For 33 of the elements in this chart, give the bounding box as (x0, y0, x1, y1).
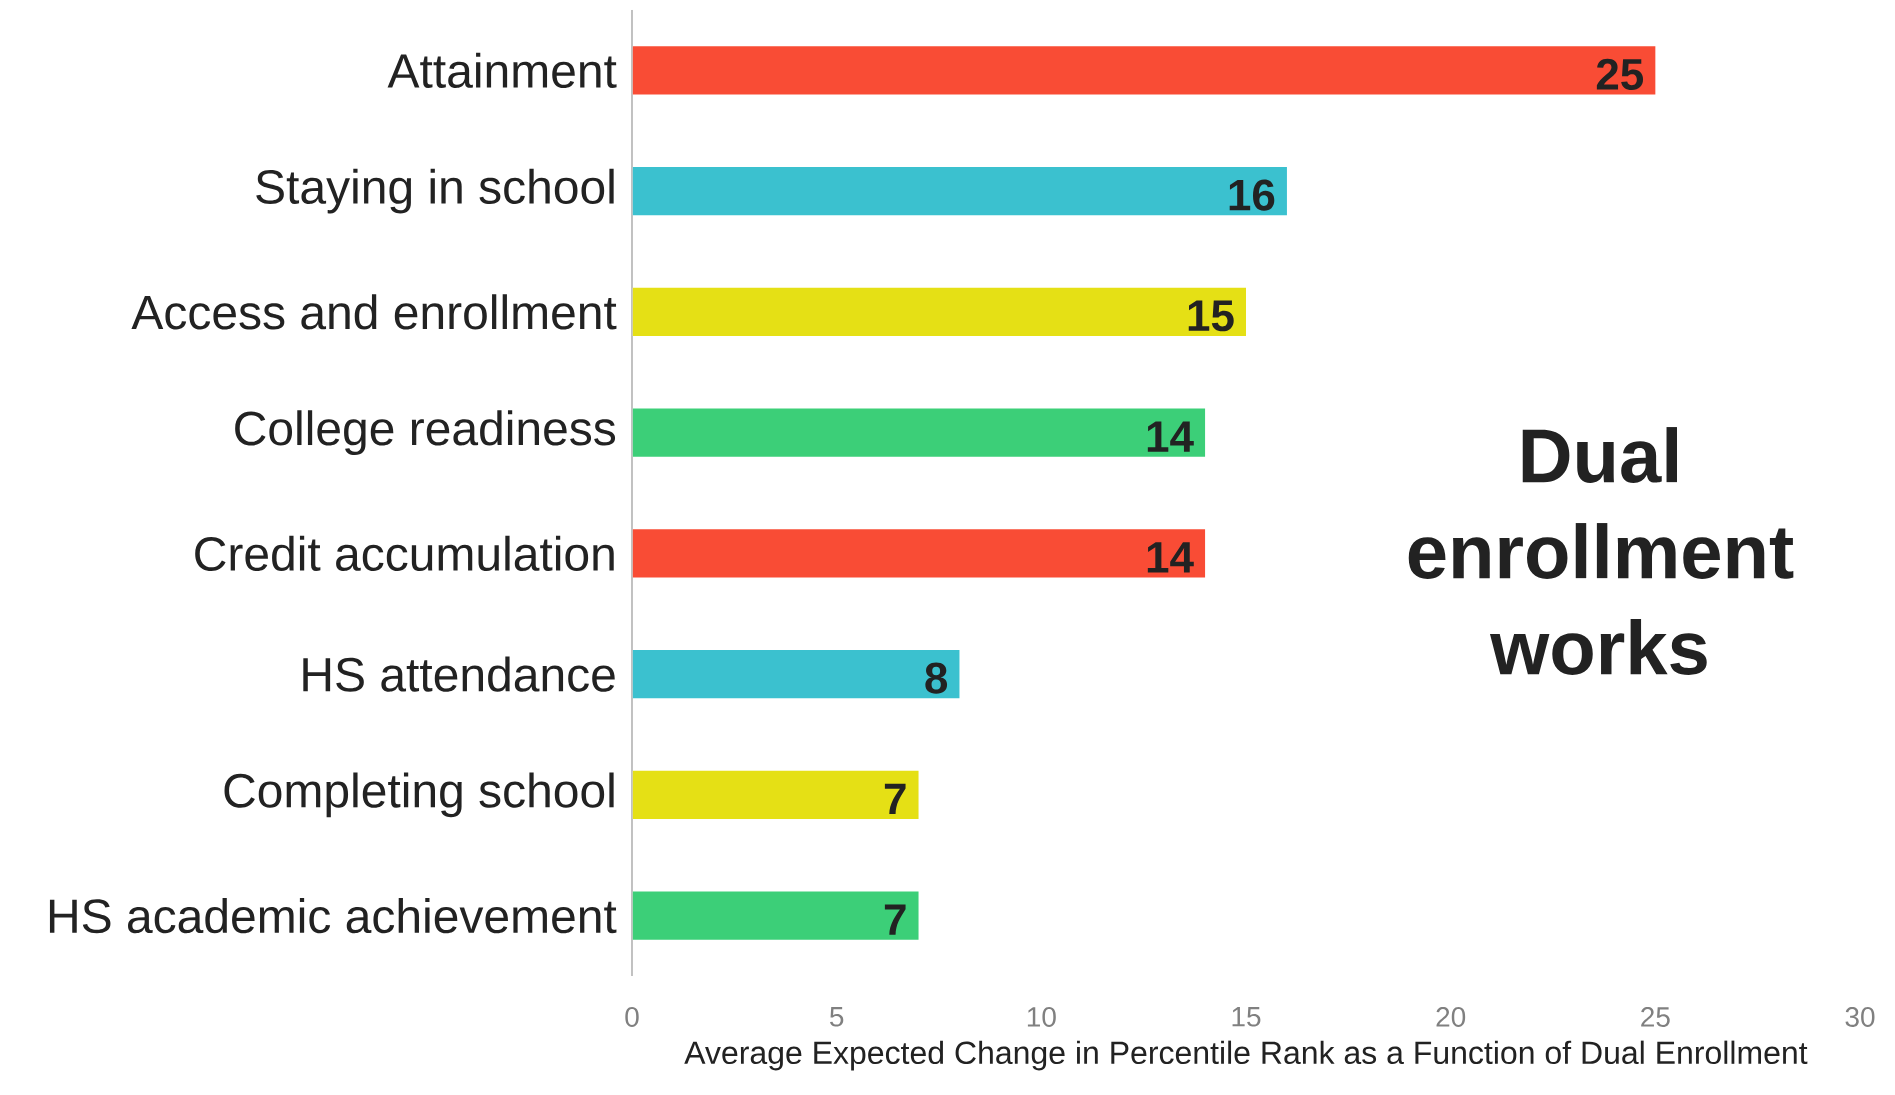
data-label: 16 (1229, 179, 1275, 211)
x-tick-label: 20 (1436, 1007, 1466, 1027)
data-label: 15 (1188, 300, 1234, 332)
y-tick-label: College readiness (235, 410, 616, 456)
bar (632, 287, 1246, 337)
x-tick-label: 25 (1641, 1007, 1670, 1027)
data-label: 7 (884, 783, 906, 815)
bar (632, 770, 919, 820)
x-tick-label: 30 (1845, 1007, 1875, 1027)
bar (632, 891, 919, 940)
bar (632, 166, 1287, 216)
y-tick-label: Staying in school (256, 168, 614, 214)
data-label: 14 (1147, 542, 1194, 573)
x-tick-label: 0 (625, 1007, 639, 1027)
data-label: 7 (884, 904, 906, 935)
x-tick-label: 10 (1027, 1007, 1056, 1027)
y-tick-label: Attainment (387, 52, 617, 88)
x-tick-label: 5 (830, 1007, 844, 1027)
x-axis-title: Average Expected Change in Percentile Rank as a Function of Dual Enrollment (684, 1040, 1808, 1071)
y-tick-label: Access and enrollment (131, 294, 617, 330)
annotation: Dual enrollment works (1408, 427, 1794, 675)
bar (632, 529, 1206, 578)
data-label: 14 (1147, 421, 1194, 452)
y-tick-label: HS attendance (303, 656, 615, 692)
x-tick-label: 15 (1232, 1007, 1261, 1027)
data-label: 8 (925, 662, 948, 694)
bar (632, 408, 1206, 457)
bar (632, 649, 960, 699)
y-tick-label: HS academic achievement (49, 897, 617, 934)
y-tick-label: Credit accumulation (195, 535, 614, 571)
data-label: 25 (1596, 58, 1644, 90)
y-tick-label: Completing school (224, 772, 614, 818)
bar (632, 46, 1656, 95)
